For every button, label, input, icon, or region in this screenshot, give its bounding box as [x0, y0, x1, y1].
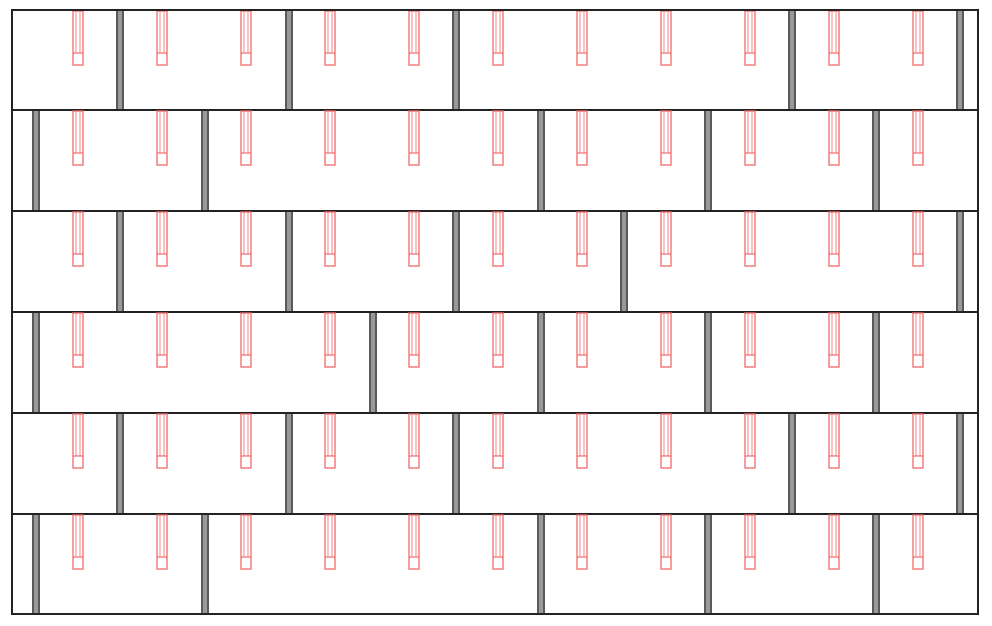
joint-gap [958, 212, 962, 311]
slot-icon [156, 110, 168, 166]
slot-icon [912, 413, 924, 469]
slot-icon [72, 312, 84, 368]
joint-gap [454, 414, 458, 513]
joint-gap [706, 515, 710, 613]
joint-gap [454, 11, 458, 109]
slot-icon [408, 312, 420, 368]
slot-icon [912, 312, 924, 368]
panel-row [11, 311, 979, 414]
slot-icon [576, 312, 588, 368]
joint-gap [287, 414, 291, 513]
joint-gap [874, 515, 878, 613]
slot-icon [828, 110, 840, 166]
slot-icon [156, 211, 168, 267]
slot-icon [576, 211, 588, 267]
joint-gap [34, 111, 38, 210]
slot-icon [324, 312, 336, 368]
slot-icon [240, 211, 252, 267]
slot-icon [912, 110, 924, 166]
slot-icon [744, 211, 756, 267]
slot-icon [156, 514, 168, 570]
slot-icon [408, 110, 420, 166]
joint-gap [34, 313, 38, 412]
slot-icon [660, 312, 672, 368]
slot-icon [240, 514, 252, 570]
slot-icon [72, 514, 84, 570]
slot-icon [156, 312, 168, 368]
slot-icon [492, 110, 504, 166]
slot-icon [828, 312, 840, 368]
slot-icon [492, 211, 504, 267]
slot-icon [576, 514, 588, 570]
slot-icon [324, 413, 336, 469]
joint-gap [287, 212, 291, 311]
slot-icon [324, 514, 336, 570]
joint-gap [118, 11, 122, 109]
slot-icon [408, 211, 420, 267]
slot-icon [576, 110, 588, 166]
slot-icon [72, 211, 84, 267]
slot-icon [576, 413, 588, 469]
slot-icon [324, 110, 336, 166]
slot-icon [744, 413, 756, 469]
slot-icon [660, 110, 672, 166]
joint-gap [371, 313, 375, 412]
slot-icon [828, 413, 840, 469]
joint-gap [874, 111, 878, 210]
slot-icon [408, 413, 420, 469]
joint-gap [874, 313, 878, 412]
joint-gap [539, 111, 543, 210]
slot-icon [660, 514, 672, 570]
joint-gap [34, 515, 38, 613]
panel-row [11, 9, 979, 111]
joint-gap [958, 414, 962, 513]
slot-icon [912, 514, 924, 570]
slot-icon [744, 514, 756, 570]
joint-gap [203, 111, 207, 210]
joint-gap [958, 11, 962, 109]
joint-gap [539, 313, 543, 412]
outer-border [11, 9, 979, 615]
slot-icon [744, 110, 756, 166]
slot-icon [324, 211, 336, 267]
joint-gap [706, 313, 710, 412]
panel-row [11, 109, 979, 212]
slot-icon [240, 110, 252, 166]
slot-icon [744, 312, 756, 368]
slot-icon [72, 413, 84, 469]
slot-icon [492, 413, 504, 469]
slot-icon [660, 413, 672, 469]
joint-gap [622, 212, 626, 311]
slot-icon [156, 413, 168, 469]
slot-icon [828, 211, 840, 267]
slot-icon [912, 211, 924, 267]
slot-icon [72, 110, 84, 166]
joint-gap [287, 11, 291, 109]
panel-row [11, 210, 979, 313]
joint-gap [118, 414, 122, 513]
joint-gap [203, 515, 207, 613]
joint-gap [118, 212, 122, 311]
joint-gap [539, 515, 543, 613]
slot-icon [492, 312, 504, 368]
slot-icon [408, 514, 420, 570]
joint-gap [454, 212, 458, 311]
slot-icon [828, 514, 840, 570]
joint-gap [790, 11, 794, 109]
joint-gap [790, 414, 794, 513]
slot-icon [660, 211, 672, 267]
joint-gap [706, 111, 710, 210]
slot-icon [240, 413, 252, 469]
slot-icon [240, 312, 252, 368]
slot-icon [492, 514, 504, 570]
